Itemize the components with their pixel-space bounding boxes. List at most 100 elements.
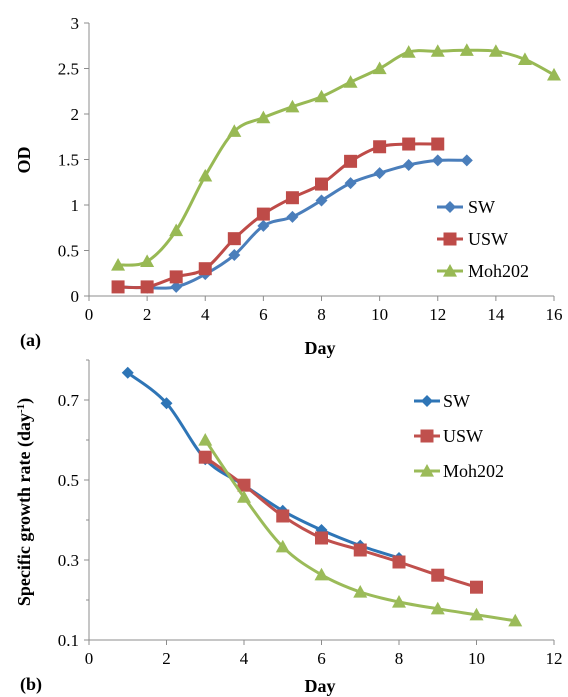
data-point-moh202 — [343, 75, 358, 88]
data-point-moh202 — [401, 45, 416, 58]
legend-swatch-marker — [420, 464, 434, 477]
data-point-sw — [373, 167, 386, 180]
data-point-usw — [111, 280, 125, 294]
x-tick-label: 6 — [317, 649, 326, 668]
x-tick-label: 14 — [487, 305, 505, 324]
data-point-moh202 — [392, 595, 406, 608]
x-axis-title: Day — [305, 676, 336, 696]
series-moh202 — [198, 433, 523, 627]
data-point-sw — [160, 397, 173, 410]
data-point-moh202 — [140, 254, 155, 268]
x-tick-label: 16 — [546, 305, 563, 324]
data-point-moh202 — [314, 89, 329, 103]
series-line-sw — [118, 158, 467, 290]
data-point-usw — [431, 568, 445, 582]
data-point-usw — [276, 509, 290, 523]
legend: SW USW Moh202 — [437, 197, 529, 281]
legend-label-usw: USW — [443, 426, 483, 446]
series-sw — [112, 154, 473, 294]
x-tick-label: 4 — [201, 305, 210, 324]
legend-label-moh202: Moh202 — [468, 261, 529, 281]
x-tick-label: 10 — [371, 305, 388, 324]
y-tick-label: 2.5 — [58, 60, 79, 79]
y-tick-label: 0 — [71, 287, 80, 306]
legend-label-sw: SW — [443, 391, 470, 411]
data-point-moh202 — [459, 43, 474, 56]
x-tick-label: 12 — [429, 305, 446, 324]
data-point-sw — [344, 177, 357, 190]
data-point-moh202 — [314, 567, 329, 581]
data-point-sw — [315, 194, 328, 207]
data-point-usw — [402, 137, 416, 151]
data-point-usw — [470, 580, 483, 594]
data-point-usw — [353, 543, 367, 557]
x-tick-label: 12 — [546, 649, 563, 668]
legend: SW USW Moh202 — [414, 391, 504, 481]
legend-label-sw: SW — [468, 197, 495, 217]
y-tick-label: 2 — [71, 105, 80, 124]
data-point-sw — [170, 280, 183, 293]
series-line-usw — [118, 142, 438, 290]
data-point-sw — [431, 154, 444, 167]
data-point-moh202 — [198, 168, 213, 182]
data-point-usw — [285, 191, 299, 205]
data-point-moh202 — [469, 607, 484, 621]
x-tick-label: 2 — [143, 305, 152, 324]
y-tick-label: 0.7 — [58, 391, 80, 410]
panel-label: (a) — [20, 330, 41, 351]
data-point-usw — [140, 280, 154, 294]
x-tick-label: 0 — [85, 305, 94, 324]
y-tick-label: 0.3 — [58, 551, 79, 570]
data-point-moh202 — [227, 124, 242, 137]
data-point-moh202 — [372, 61, 387, 75]
data-point-usw — [227, 232, 241, 246]
x-axis-title: Day — [305, 338, 336, 358]
x-tick-label: 8 — [317, 305, 326, 324]
data-point-moh202 — [430, 44, 445, 57]
y-tick-label: 3 — [71, 14, 80, 33]
data-point-usw — [392, 555, 406, 569]
data-point-usw — [373, 140, 387, 154]
data-point-sw — [228, 249, 241, 262]
x-tick-label: 10 — [468, 649, 485, 668]
series-usw — [198, 450, 483, 594]
data-point-sw — [257, 219, 270, 232]
data-point-sw — [402, 158, 415, 171]
chart-a: 0 2 4 6 8 10 12 14 16 0 0.5 1 1.5 2 2.5 3 SW USW Moh202 Day… — [14, 14, 563, 358]
panel-label: (b) — [20, 674, 42, 695]
data-point-moh202 — [275, 539, 290, 553]
y-tick-label: 1 — [71, 196, 80, 215]
data-point-moh202 — [285, 99, 300, 113]
data-point-moh202 — [237, 490, 251, 503]
x-tick-label: 4 — [240, 649, 249, 668]
y-tick-label: 0.5 — [58, 471, 79, 490]
legend-swatch-marker — [421, 395, 433, 407]
series-sw — [121, 366, 405, 564]
data-point-usw — [315, 177, 328, 191]
data-point-moh202 — [547, 67, 561, 81]
data-point-sw — [121, 366, 134, 379]
x-tick-label: 8 — [395, 649, 404, 668]
y-tick-label: 1.5 — [58, 151, 79, 170]
y-tick-label: 0.1 — [58, 631, 79, 650]
series-usw — [111, 137, 445, 294]
x-tick-label: 2 — [162, 649, 171, 668]
data-point-sw — [460, 154, 473, 167]
data-point-moh202 — [517, 52, 532, 65]
y-axis-title: OD — [14, 146, 34, 173]
data-point-usw — [237, 478, 251, 492]
legend-swatch-marker — [444, 201, 456, 213]
legend-label-moh202: Moh202 — [443, 461, 504, 481]
legend-swatch-marker — [443, 232, 457, 246]
data-point-moh202 — [198, 433, 213, 446]
data-point-usw — [256, 207, 270, 221]
data-point-moh202 — [169, 223, 184, 237]
y-axis-title-superscript: -1 — [15, 404, 27, 413]
x-tick-label: 0 — [85, 649, 94, 668]
data-point-moh202 — [508, 613, 523, 627]
data-point-usw — [169, 270, 183, 284]
data-point-usw — [344, 154, 358, 168]
data-point-sw — [286, 210, 299, 223]
series-line-usw — [204, 455, 477, 589]
